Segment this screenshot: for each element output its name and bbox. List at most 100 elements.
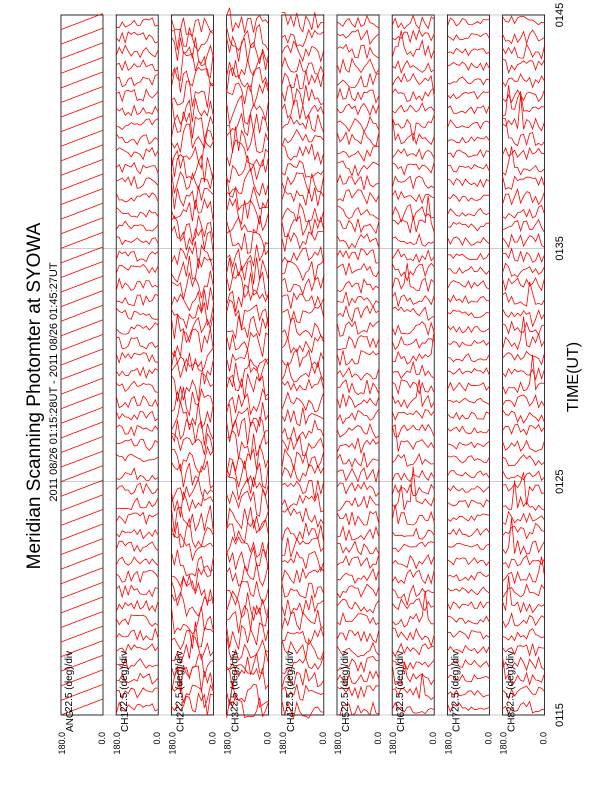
scan-trace [281, 699, 324, 719]
scan-trace [115, 627, 159, 641]
scan-trace [391, 248, 435, 264]
scan-trace [281, 84, 324, 106]
scan-trace [116, 497, 159, 511]
scan-trace [115, 263, 159, 274]
scan-trace [502, 175, 545, 190]
scan-trace [447, 325, 490, 334]
scan-trace [502, 583, 545, 599]
scan-trace [502, 281, 545, 307]
scan-trace [281, 114, 325, 134]
scan-trace [391, 527, 435, 540]
scan-trace [336, 335, 380, 351]
scan-trace [336, 72, 380, 88]
scan-trace [337, 145, 380, 163]
channel-label: CH5 [341, 712, 352, 732]
scan-trace [392, 233, 435, 247]
scan-trace [502, 146, 545, 176]
scan-trace [226, 693, 269, 719]
y-tick-bottom: 0.0 [428, 732, 438, 745]
panel-frame [336, 14, 380, 716]
scan-trace [502, 367, 545, 381]
scan-trace [60, 581, 104, 599]
scan-trace [60, 231, 104, 249]
scan-trace [115, 192, 159, 203]
scan-trace [392, 195, 435, 234]
scan-trace [502, 423, 545, 436]
scan-trace [502, 628, 545, 642]
scan-trace [336, 291, 380, 308]
scan-trace [336, 408, 380, 425]
scan-trace [171, 225, 214, 254]
scan-trace [336, 28, 380, 45]
scan-trace [116, 336, 159, 350]
scan-trace [391, 14, 435, 30]
scan-trace [447, 61, 490, 72]
scan-trace [502, 700, 545, 716]
y-tick-top: 180.0 [223, 732, 233, 755]
scan-trace [502, 204, 545, 219]
scan-trace [502, 276, 545, 292]
y-tick-bottom: 0.0 [152, 732, 162, 745]
scan-trace [226, 35, 269, 64]
scan-trace [226, 562, 269, 587]
x-tick-label: 0135 [554, 236, 566, 260]
y-tick-top: 180.0 [443, 732, 453, 755]
scan-trace [447, 105, 490, 115]
scan-trace [171, 270, 214, 300]
channel-label: CH4 [286, 712, 297, 732]
scan-trace [281, 479, 325, 500]
scan-trace [226, 155, 269, 184]
scan-trace [226, 331, 269, 357]
scan-trace [336, 583, 380, 599]
scan-trace [502, 657, 545, 686]
scan-trace [281, 172, 325, 194]
scan-trace [502, 454, 545, 467]
scan-trace [171, 549, 214, 578]
scan-trace [60, 654, 104, 672]
scan-trace [392, 672, 435, 701]
scan-trace [336, 598, 380, 614]
scan-trace [171, 183, 214, 210]
scan-trace [115, 528, 159, 540]
scan-trace [226, 50, 269, 80]
scan-trace [392, 28, 435, 44]
panel-frame [446, 14, 490, 716]
scan-trace [336, 567, 380, 585]
scan-trace [226, 270, 269, 300]
scan-trace [281, 626, 325, 645]
scan-trace [226, 124, 269, 154]
scan-trace [447, 397, 490, 405]
y-tick-top: 180.0 [112, 732, 122, 755]
scan-trace [336, 278, 380, 295]
scan-trace [391, 701, 435, 715]
scan-trace [502, 117, 545, 147]
scan-trace [336, 611, 380, 626]
scan-trace [115, 701, 159, 714]
scan-trace [226, 349, 269, 374]
scan-trace [336, 189, 380, 205]
scan-trace [226, 299, 269, 329]
scan-trace [116, 293, 159, 307]
scan-trace [447, 586, 490, 596]
scan-trace [171, 445, 214, 473]
y-tick-bottom: 0.0 [263, 732, 273, 745]
scan-trace [502, 29, 545, 45]
scan-trace [447, 135, 490, 144]
scan-trace [116, 236, 159, 246]
scan-trace [502, 316, 545, 351]
scan-trace [391, 408, 435, 421]
scan-trace [281, 595, 325, 617]
scan-trace [336, 304, 380, 323]
scan-trace [116, 657, 159, 671]
scan-trace [392, 360, 435, 380]
scan-trace [226, 622, 269, 650]
scan-trace [447, 674, 490, 683]
scale-label: 22.5 (deg)/div [340, 651, 351, 712]
scan-trace [171, 488, 214, 518]
scan-trace [281, 245, 325, 264]
scan-trace [336, 205, 380, 220]
scan-trace [502, 85, 545, 117]
scan-trace [392, 627, 435, 648]
scan-trace [447, 484, 490, 493]
